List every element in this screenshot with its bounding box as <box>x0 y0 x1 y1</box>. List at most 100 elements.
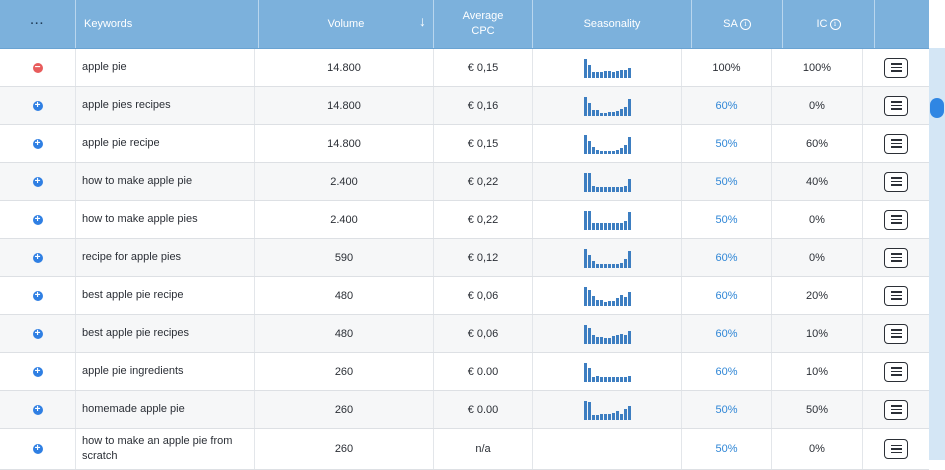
plus-circle-icon[interactable]: + <box>32 366 43 377</box>
seasonality-bar <box>619 69 623 78</box>
volume-cell: 14.800 <box>255 125 434 162</box>
seasonality-bar <box>615 263 619 268</box>
seasonality-bar <box>611 71 615 78</box>
volume-value: 260 <box>334 443 354 455</box>
hamburger-menu-icon[interactable] <box>884 57 908 78</box>
ic-cell: 20% <box>772 277 863 314</box>
sa-value[interactable]: 60% <box>715 289 738 302</box>
row-menu-cell <box>863 277 929 314</box>
seasonality-bar <box>595 71 599 78</box>
hamburger-menu-icon[interactable] <box>884 95 908 116</box>
keyword-cell: how to make an apple pie from scratch <box>76 429 255 469</box>
hamburger-menu-icon[interactable] <box>884 209 908 230</box>
seasonality-bar <box>599 222 603 230</box>
minus-circle-icon[interactable]: − <box>32 62 43 73</box>
scrollbar-thumb[interactable] <box>930 98 944 118</box>
seasonality-bar <box>583 286 587 306</box>
cpc-value: € 0,22 <box>467 175 499 188</box>
seasonality-bar <box>591 109 595 116</box>
hamburger-menu-icon[interactable] <box>884 285 908 306</box>
hamburger-menu-icon[interactable] <box>884 247 908 268</box>
ic-column-header[interactable]: IC i <box>783 0 875 48</box>
volume-cell: 260 <box>255 353 434 390</box>
plus-circle-icon[interactable]: + <box>32 252 43 263</box>
volume-column-header[interactable]: Volume ↓ <box>259 0 434 48</box>
average-cpc-column-header[interactable]: Average CPC <box>434 0 533 48</box>
seasonality-column-header[interactable]: Seasonality <box>533 0 692 48</box>
seasonality-sparkline <box>583 134 631 154</box>
sa-value[interactable]: 50% <box>715 137 738 150</box>
more-options-header[interactable]: ··· <box>0 0 76 48</box>
sa-value[interactable]: 50% <box>715 175 738 188</box>
volume-cell: 480 <box>255 315 434 352</box>
seasonality-bar <box>627 178 631 192</box>
plus-circle-icon[interactable]: + <box>32 100 43 111</box>
table-row: + recipe for apple pies 590 € 0,12 60% 0… <box>0 239 929 277</box>
sa-cell: 60% <box>682 239 772 276</box>
plus-circle-icon[interactable]: + <box>32 444 43 454</box>
seasonality-cell <box>533 201 682 238</box>
seasonality-bar <box>583 324 587 344</box>
seasonality-bar <box>623 220 627 230</box>
table-row: + best apple pie recipes 480 € 0,06 60% … <box>0 315 929 353</box>
hamburger-menu-icon[interactable] <box>884 171 908 192</box>
seasonality-bar <box>619 333 623 344</box>
hamburger-menu-icon[interactable] <box>884 439 908 459</box>
seasonality-sparkline <box>583 362 631 382</box>
ic-cell: 50% <box>772 391 863 428</box>
seasonality-bar <box>595 186 599 192</box>
hamburger-menu-icon[interactable] <box>884 361 908 382</box>
hamburger-menu-icon[interactable] <box>884 133 908 154</box>
info-icon[interactable]: i <box>739 18 751 30</box>
plus-circle-icon[interactable]: + <box>32 290 43 301</box>
row-action-cell: + <box>0 429 76 469</box>
seasonality-bar <box>611 376 615 382</box>
cpc-cell: € 0,06 <box>434 277 533 314</box>
vertical-scrollbar[interactable] <box>929 48 945 460</box>
sa-value[interactable]: 60% <box>715 365 738 378</box>
row-action-cell: + <box>0 315 76 352</box>
seasonality-bar <box>599 112 603 116</box>
plus-circle-icon[interactable]: + <box>32 404 43 415</box>
seasonality-bar <box>619 222 623 230</box>
seasonality-bar <box>607 186 611 192</box>
ic-value: 100% <box>802 61 832 74</box>
ic-value: 0% <box>809 213 825 226</box>
ic-value: 0% <box>809 99 825 112</box>
plus-circle-icon[interactable]: + <box>32 138 43 149</box>
keyword-text: homemade apple pie <box>82 403 185 415</box>
seasonality-bar <box>623 334 627 344</box>
keyword-text: how to make apple pie <box>82 175 193 187</box>
seasonality-bar <box>583 96 587 116</box>
info-icon[interactable]: i <box>829 18 841 30</box>
more-dots-icon[interactable]: ··· <box>30 17 45 30</box>
sa-value[interactable]: 50% <box>715 403 738 416</box>
sort-descending-arrow-icon[interactable]: ↓ <box>419 13 426 29</box>
volume-cell: 260 <box>255 429 434 469</box>
plus-circle-icon[interactable]: + <box>32 176 43 187</box>
keywords-column-header[interactable]: Keywords <box>76 0 259 48</box>
sa-value[interactable]: 50% <box>715 213 738 226</box>
plus-circle-icon[interactable]: + <box>32 214 43 225</box>
cpc-cell: € 0.00 <box>434 353 533 390</box>
seasonality-bar <box>607 337 611 344</box>
cpc-cell: € 0,15 <box>434 125 533 162</box>
sa-column-header[interactable]: SA i <box>692 0 783 48</box>
sa-value[interactable]: 60% <box>715 327 738 340</box>
cpc-value: n/a <box>475 443 491 455</box>
seasonality-bar <box>615 110 619 116</box>
seasonality-bar <box>599 263 603 268</box>
sa-value: 100% <box>712 61 741 74</box>
sa-value[interactable]: 50% <box>715 443 738 455</box>
hamburger-menu-icon[interactable] <box>884 323 908 344</box>
hamburger-menu-icon[interactable] <box>884 399 908 420</box>
plus-circle-icon[interactable]: + <box>32 328 43 339</box>
keyword-text: apple pies recipes <box>82 99 171 111</box>
row-action-cell: + <box>0 239 76 276</box>
volume-value: 14.800 <box>327 61 361 74</box>
seasonality-bar <box>599 71 603 78</box>
ic-value: 0% <box>809 251 825 264</box>
sa-value[interactable]: 60% <box>715 99 738 112</box>
sa-value[interactable]: 60% <box>715 251 738 264</box>
seasonality-bar <box>591 376 595 382</box>
